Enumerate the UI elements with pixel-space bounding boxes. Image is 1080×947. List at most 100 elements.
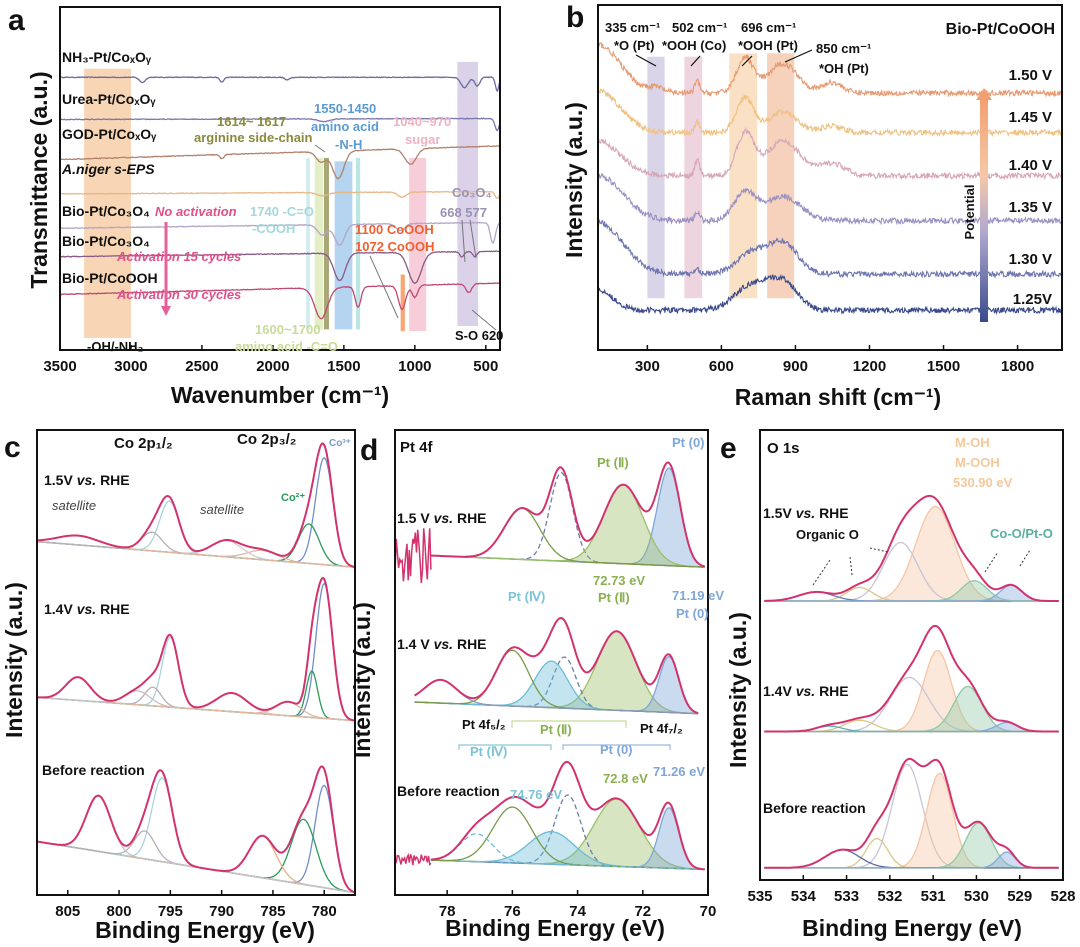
annotation: -OH/-NH₂ [87,339,144,354]
x-axis-label: Binding Energy (eV) [802,915,1022,941]
annotation: Pt (Ⅱ) [598,590,630,605]
x-tick-label: 3000 [114,358,147,375]
series-label: 1.35 V [1009,199,1052,216]
fit-component [37,794,355,894]
panel-d: d 78 76 74 72 70 Intensity (a.u.) Binding En… [349,429,724,941]
x-tick-label: 1200 [853,358,886,375]
annotation: 1600~1700 [255,322,320,337]
envelope-line [414,616,699,714]
component-fill [764,852,1059,868]
x-tick-label: 1500 [327,358,360,375]
annotation: *OH (Pt) [819,61,869,76]
highlight-band [729,53,758,299]
axes-frame [36,429,356,896]
axes-frame [759,429,1064,881]
chart-title: O 1s [767,440,800,457]
component-fill [764,580,1059,601]
component-fill [764,506,1059,601]
fit-component [764,763,1059,869]
envelope-line [430,461,706,568]
annotation: amino acid -C=O [235,339,338,354]
annotation: -N-H [335,137,362,152]
annotation: 502 cm⁻¹ [672,20,727,35]
series-label: 1.45 V [1009,109,1052,126]
y-axis-label: Intensity (a.u.) [1,582,27,738]
highlight-band [324,157,329,330]
component-fill [414,661,699,714]
y-axis-label: Intensity (a.u.) [725,612,751,768]
x-tick-label: 530 [964,888,989,905]
trace-label: Bio-Pt/Co₃O₄ [62,233,150,249]
raman-line [598,88,1062,138]
spectrum-label: 1.5 V vs. RHE [397,510,487,526]
component-fill [764,686,1059,732]
envelope-line [37,442,355,568]
annotation: Pt (Ⅱ) [597,455,629,470]
envelope-line [764,757,1059,869]
annotation: Pt (Ⅱ) [540,722,572,737]
x-tick-label: 2000 [256,358,289,375]
component-fill [430,799,705,870]
trace-label: NH₃-Pt/CoₓOᵧ [62,49,152,65]
plot-area [60,61,500,338]
doublet-brackets [458,720,671,750]
annotation: Co²⁺ [281,492,305,504]
x-tick-label: 535 [747,888,772,905]
annotation: *O (Pt) [614,38,654,53]
x-tick-label: 795 [158,903,183,920]
fit-component [37,777,355,894]
annotation: satellite [200,502,244,517]
highlight-band [400,274,405,332]
x-axis-label: Wavenumber (cm⁻¹) [171,382,389,408]
x-tick-label: 805 [55,903,80,920]
annotation: 530.90 eV [953,475,1013,490]
highlight-band [355,157,361,330]
arrow-head-icon [161,306,171,316]
annotation: sugar [405,132,440,147]
annotation: Activation 30 cycles [116,287,241,302]
spectrum-line [60,144,500,180]
trace-label: GOD-Pt/CoₓOᵧ [62,126,157,142]
x-tick-label: 74 [569,903,586,920]
envelope-line [764,624,1059,733]
raman-line [598,273,1062,315]
spectrum-label: Before reaction [397,783,500,799]
raman-line [598,172,1062,226]
component-fill [430,807,705,870]
annotation: 1550-1450 [314,101,376,116]
spectrum-label: 1.5V vs. RHE [763,505,849,521]
annotation: Organic O [796,527,859,542]
noise-line [395,528,432,584]
annotation: No activation [155,204,237,219]
o1s-plot: 535 534 533 532 531 530 529 528 [747,494,1076,905]
annotation: S-O 620 [455,328,503,343]
envelope-line [37,765,355,894]
fit-component [764,851,1059,869]
panel-label: d [360,434,378,467]
panel-b: b 300 600 900 1200 1500 1800 Intensity (a.u.)… [561,1,1063,410]
spectrum-line [60,221,500,246]
annotation: 72.8 eV [603,771,648,786]
plot-area [395,461,706,871]
annotation: 1614~ 1617 [217,114,286,129]
annotation: 1740 -C=O [250,204,314,219]
panel-label: a [8,4,25,37]
series-label: 1.40 V [1009,157,1052,174]
envelope-line [430,760,705,871]
x-axis-label: Binding Energy (eV) [445,915,665,941]
panel-label: b [566,1,584,34]
annotation: Pt 4f₇/₂ [640,721,683,736]
highlight-band [457,61,478,326]
series-label: 1.25V [1013,291,1052,308]
x-tick-label: 70 [700,903,717,920]
pt4f-plot: 78 76 74 72 70 [395,461,717,920]
x-tick-label: 300 [635,358,660,375]
chart-title: Pt 4f [400,439,434,456]
annotation: 335 cm⁻¹ [605,20,660,35]
highlight-band [334,161,353,330]
annotation: Pt (Ⅳ) [470,744,507,759]
annotation: 1040~970 [393,114,451,129]
panel-label: e [720,432,737,465]
x-tick-label: 529 [1007,888,1032,905]
annotation: Co 2p₃/₂ [237,431,296,448]
